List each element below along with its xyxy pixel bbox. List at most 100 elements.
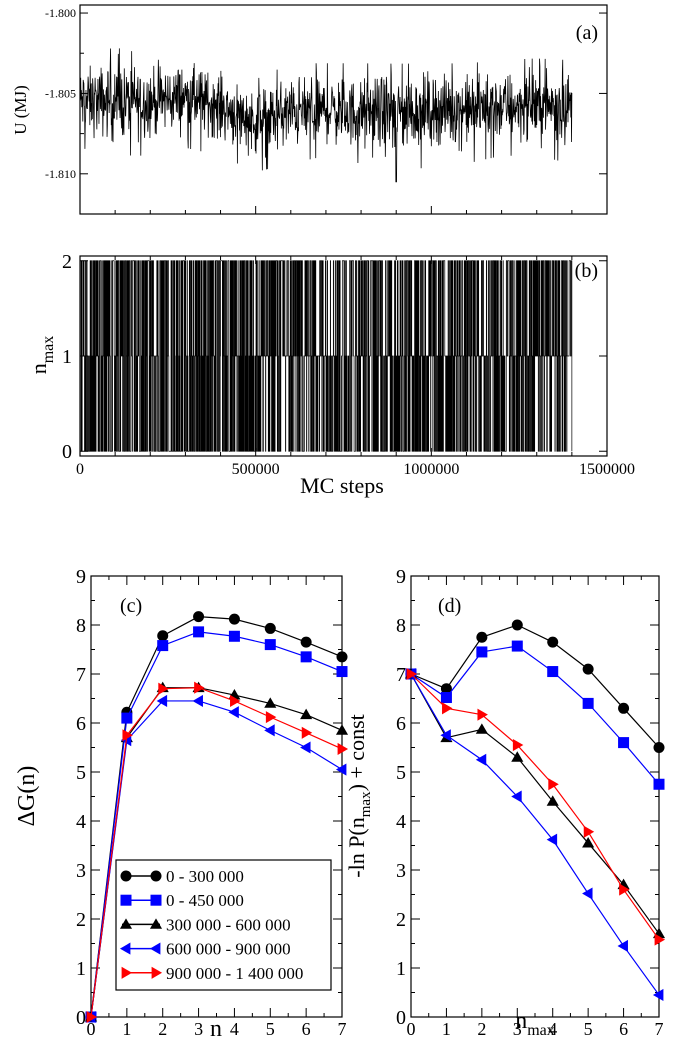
svg-text:nmax: nmax <box>26 336 57 375</box>
legend-label: 600 000 - 900 000 <box>166 940 291 959</box>
panel-a-ytick-label: -1.800 <box>45 6 76 20</box>
panel-c-xtick-label: 4 <box>230 1019 239 1038</box>
panel-a-label: (a) <box>576 22 598 44</box>
panel-c-y-axis-label: ΔG(n) <box>14 766 40 827</box>
panel-d-y-axis-label-group: -ln P(nmax) + const <box>344 714 374 878</box>
panel-a-y-axis-label: U (MJ) <box>11 85 30 135</box>
panel-c-ytick-label: 5 <box>76 762 86 784</box>
panel-c-xtick-label: 3 <box>194 1019 203 1038</box>
panel-d-ytick-label: 1 <box>396 958 406 980</box>
panel-c-x-axis-label: n <box>210 1016 222 1038</box>
panel-a-energy-trace: -1.810 -1.805 -1.800 (a) U (MJ) <box>11 5 607 214</box>
data-point <box>264 724 274 736</box>
panel-d-ytick-label: 5 <box>396 762 406 784</box>
panel-d-xtick-label: 6 <box>619 1019 628 1038</box>
legend-marker <box>151 895 162 906</box>
svg-text:-ln P(nmax) + const: -ln P(nmax) + const <box>344 714 374 878</box>
panel-d-log-probability: 01234567890 1 2 3 4 5 6 7 (d) -ln P(nmax) + con… <box>344 566 665 1038</box>
panel-c-ytick-label: 2 <box>76 909 86 931</box>
data-point <box>476 646 487 657</box>
data-point <box>337 666 348 677</box>
panel-d-ytick-label: 4 <box>396 811 406 833</box>
data-point <box>193 626 204 637</box>
panel-c-ytick-label: 1 <box>76 958 86 980</box>
data-point <box>618 940 628 952</box>
panel-c-ytick-label: 4 <box>76 811 86 833</box>
data-point <box>511 751 523 761</box>
panel-c-ytick-label: 9 <box>76 566 86 588</box>
panel-b-nmax-trace: 0 1 2 0 500000 1000000 1500000 (b) nmax MC ste… <box>26 251 635 498</box>
panel-d-xtick-label: 0 <box>407 1019 416 1038</box>
data-point <box>441 692 452 703</box>
panel-d-series-3 <box>405 668 663 1001</box>
data-point <box>302 727 312 739</box>
data-point <box>583 698 594 709</box>
panel-c-ytick-label: 8 <box>76 615 86 637</box>
panel-b-xtick-label: 0 <box>76 461 84 478</box>
data-point <box>654 742 665 753</box>
panel-d-y-axis-label-prefix: -ln P(n <box>344 817 369 878</box>
data-point <box>476 723 488 733</box>
data-point <box>228 706 238 718</box>
panel-b-xtick-label: 500000 <box>232 461 280 478</box>
data-point <box>337 651 348 662</box>
series-line <box>411 646 659 784</box>
panel-d-x-axis-label-subscript: max <box>527 1022 555 1038</box>
panel-b-ytick-label: 0 <box>62 441 72 463</box>
data-point <box>583 664 594 675</box>
panel-d-ytick-label: 7 <box>396 664 406 686</box>
data-point <box>653 989 663 1001</box>
data-point <box>121 713 132 724</box>
panel-b-y-axis-label-group: nmax <box>26 336 57 375</box>
nmax-trace-line <box>80 261 572 451</box>
legend-marker <box>121 871 132 882</box>
panel-b-xtick-label: 1000000 <box>403 461 459 478</box>
panel-d-y-axis-label-subscript: max <box>358 791 374 817</box>
panel-d-x-axis-label: n <box>515 1008 527 1034</box>
data-point <box>193 611 204 622</box>
panel-d-frame <box>411 576 659 1017</box>
data-point <box>582 887 592 899</box>
legend-label: 0 - 300 000 <box>166 867 244 886</box>
panel-b-y-axis-label: n <box>26 363 51 374</box>
legend-marker <box>151 871 162 882</box>
data-point <box>618 703 629 714</box>
panel-c-ytick-label: 6 <box>76 713 86 735</box>
energy-trace-line <box>80 48 572 181</box>
panel-c-xtick-label: 2 <box>158 1019 167 1038</box>
legend-marker <box>121 895 132 906</box>
data-point <box>265 623 276 634</box>
data-point <box>157 630 168 641</box>
series-line <box>411 674 659 940</box>
panel-c-legend: 0 - 300 000 0 - 450 000 300 000 - 600 000 6… <box>116 860 331 990</box>
panel-b-plot-area <box>80 261 572 451</box>
data-point <box>476 632 487 643</box>
panel-a-ytick-label: -1.810 <box>45 167 76 181</box>
data-point <box>547 666 558 677</box>
panel-b-y-axis-label-subscript: max <box>40 336 57 364</box>
data-point <box>229 631 240 642</box>
data-point <box>547 834 557 846</box>
panel-d-x-axis-label-group: nmax <box>515 1008 555 1038</box>
panel-b-ytick-label: 2 <box>62 251 72 273</box>
data-point <box>548 778 558 790</box>
data-point <box>654 779 665 790</box>
data-point <box>157 640 168 651</box>
data-point <box>512 620 523 631</box>
panel-b-x-axis-label: MC steps <box>300 473 384 498</box>
data-point <box>512 641 523 652</box>
panel-c-label: (c) <box>120 595 142 617</box>
panel-c-xtick-label: 7 <box>338 1019 347 1038</box>
panel-d-ytick-label: 6 <box>396 713 406 735</box>
panel-a-ytick-label: -1.805 <box>45 86 76 100</box>
legend-label: 300 000 - 600 000 <box>166 915 291 934</box>
panel-d-plot-area <box>405 620 665 1002</box>
panel-d-label: (d) <box>438 595 461 617</box>
data-point <box>301 637 312 648</box>
panel-d-ytick-label: 2 <box>396 909 406 931</box>
data-point <box>229 614 240 625</box>
data-point <box>265 639 276 650</box>
panel-c-xtick-label: 1 <box>122 1019 131 1038</box>
legend-label: 0 - 450 000 <box>166 891 244 910</box>
